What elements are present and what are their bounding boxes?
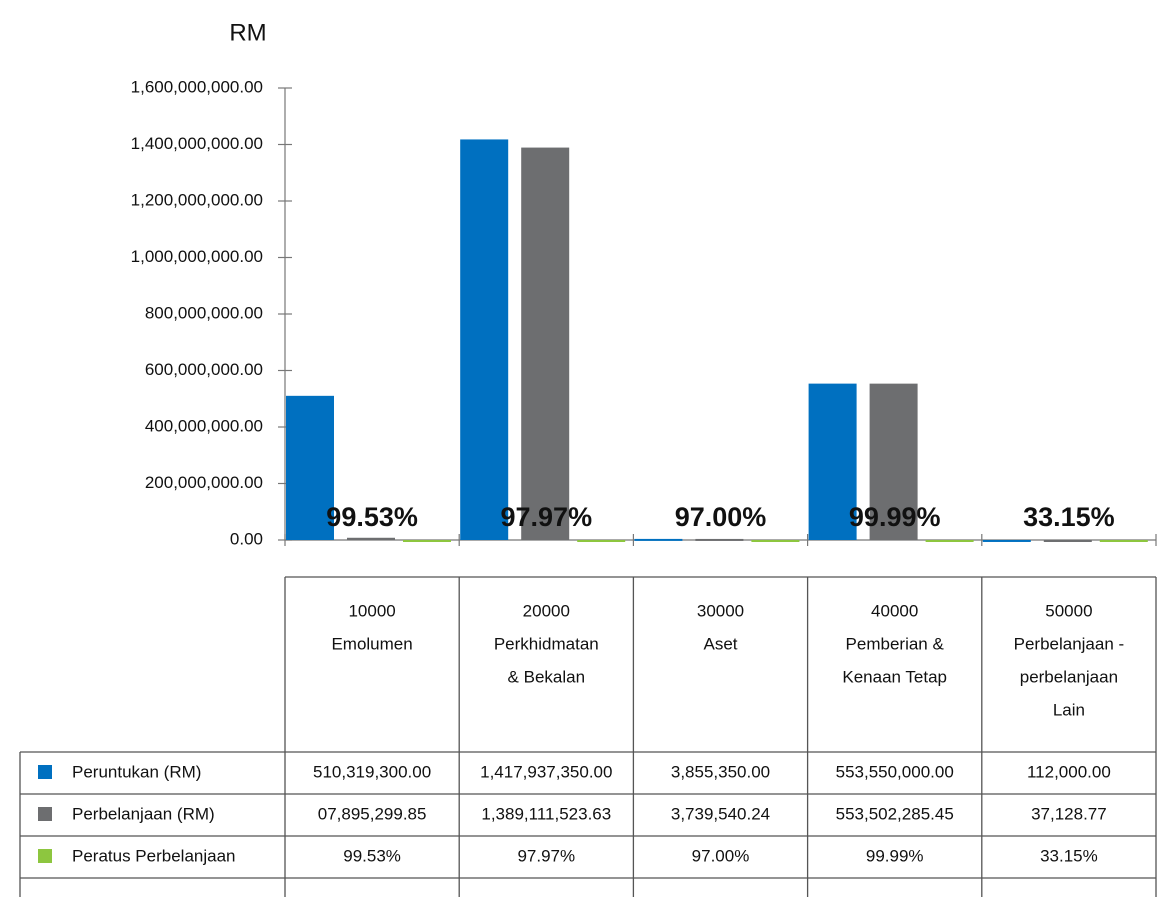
bar (695, 538, 744, 541)
y-tick-label: 800,000,000.00 (145, 303, 263, 322)
table-cell: 97.00% (692, 846, 750, 865)
table-cell: 3,739,540.24 (671, 804, 770, 823)
table-cell: 112,000.00 (1027, 762, 1111, 781)
y-tick-label: 1,600,000,000.00 (131, 77, 263, 96)
table-cell: 553,502,285.45 (836, 804, 954, 823)
bar (1099, 540, 1148, 542)
category-label: Emolumen (331, 634, 412, 653)
value-label: 97.97% (501, 502, 593, 532)
legend-swatch (38, 807, 52, 821)
bar (460, 139, 509, 541)
bar (1043, 539, 1092, 542)
legend-label: Peratus Perbelanjaan (72, 846, 236, 865)
category-label: 20000 (523, 601, 570, 620)
table-cell: 97.97% (517, 846, 575, 865)
category-label: 40000 (871, 601, 918, 620)
category-label: perbelanjaan (1020, 667, 1118, 686)
legend-swatch (38, 765, 52, 779)
bar (751, 540, 800, 542)
table-cell: 07,895,299.85 (318, 804, 427, 823)
bar (634, 538, 683, 541)
category-label: Perkhidmatan (494, 634, 599, 653)
category-label: 30000 (697, 601, 744, 620)
table-cell: 3,855,350.00 (671, 762, 770, 781)
y-tick-label: 1,200,000,000.00 (131, 190, 263, 209)
value-label: 99.53% (326, 502, 418, 532)
legend-label: Perbelanjaan (RM) (72, 804, 215, 823)
table-cell: 37,128.77 (1031, 804, 1107, 823)
y-tick-label: 600,000,000.00 (145, 360, 263, 379)
value-label: 99.99% (849, 502, 941, 532)
bar (925, 540, 974, 542)
bar (577, 540, 626, 542)
table-cell: 99.53% (343, 846, 401, 865)
bar (403, 540, 451, 542)
category-label: Lain (1053, 700, 1085, 719)
y-axis-label: RM (229, 19, 266, 46)
category-label: Perbelanjaan - (1014, 634, 1125, 653)
table-cell: 510,319,300.00 (313, 762, 431, 781)
y-tick-label: 1,400,000,000.00 (131, 134, 263, 153)
category-label: Aset (703, 634, 737, 653)
bar (982, 539, 1031, 542)
table-cell: 99.99% (866, 846, 924, 865)
bar (869, 383, 918, 540)
bar (286, 395, 334, 540)
legend-swatch (38, 849, 52, 863)
category-label: & Bekalan (508, 667, 586, 686)
table-cell: 553,550,000.00 (836, 762, 954, 781)
table-cell: 33.15% (1040, 846, 1098, 865)
bar (347, 537, 395, 540)
category-label: Pemberian & (846, 634, 945, 653)
category-label: Kenaan Tetap (842, 667, 947, 686)
table-cell: 1,417,937,350.00 (480, 762, 612, 781)
value-label: 97.00% (675, 502, 767, 532)
y-tick-label: 200,000,000.00 (145, 473, 263, 492)
legend-label: Peruntukan (RM) (72, 762, 201, 781)
category-label: 50000 (1045, 601, 1092, 620)
table-cell: 1,389,111,523.63 (481, 804, 611, 823)
bar (808, 383, 857, 540)
category-label: 10000 (348, 601, 395, 620)
bar (521, 147, 570, 540)
y-tick-label: 0.00 (230, 529, 263, 548)
value-label: 33.15% (1023, 502, 1115, 532)
y-tick-label: 1,000,000,000.00 (131, 247, 263, 266)
y-tick-label: 400,000,000.00 (145, 416, 263, 435)
